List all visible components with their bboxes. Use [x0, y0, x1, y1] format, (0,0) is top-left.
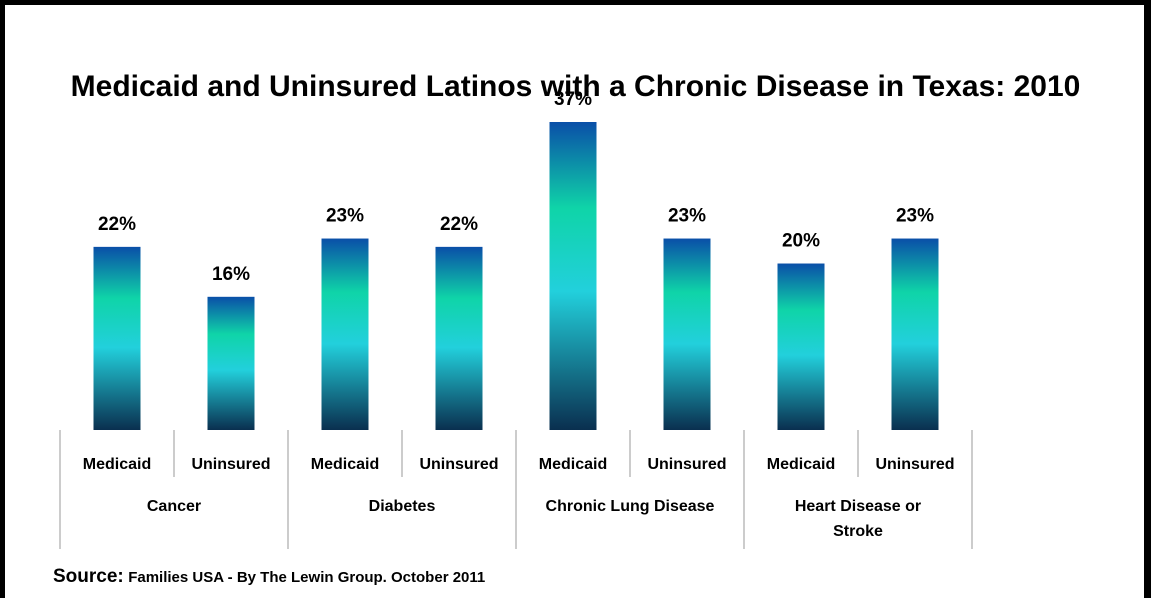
- value-label: 20%: [782, 231, 820, 252]
- value-label: 22%: [440, 214, 478, 235]
- bar-medicaid-4: [777, 263, 825, 430]
- category-label: Medicaid: [539, 456, 607, 473]
- chart-title: Medicaid and Uninsured Latinos with a Ch…: [70, 70, 1081, 103]
- source-separator: :: [117, 566, 124, 587]
- category-label: Uninsured: [191, 456, 270, 473]
- value-label: 37%: [554, 89, 592, 110]
- bar-uninsured-3: [663, 238, 711, 430]
- category-label: Uninsured: [875, 456, 954, 473]
- group-label: Heart Disease or Stroke: [795, 498, 921, 540]
- value-label: 23%: [668, 206, 706, 227]
- group-label: Diabetes: [369, 498, 436, 515]
- category-label: Uninsured: [647, 456, 726, 473]
- category-label: Uninsured: [419, 456, 498, 473]
- bar-medicaid-3: [549, 122, 597, 430]
- group-label: Cancer: [147, 498, 201, 515]
- bar-uninsured-2: [435, 246, 483, 430]
- bar-uninsured-1: [207, 296, 255, 430]
- value-label: 23%: [896, 206, 934, 227]
- source-note: Source: Families USA - By The Lewin Grou…: [53, 566, 485, 588]
- value-label: 22%: [98, 214, 136, 235]
- category-label: Medicaid: [767, 456, 835, 473]
- source-text: Families USA - By The Lewin Group. Octob…: [128, 569, 486, 586]
- value-label: 16%: [212, 264, 250, 285]
- category-label: Medicaid: [311, 456, 379, 473]
- bar-medicaid-2: [321, 238, 369, 430]
- source-label: Source: [53, 566, 118, 587]
- category-label: Medicaid: [83, 456, 151, 473]
- bar-medicaid-1: [93, 246, 141, 430]
- group-label: Chronic Lung Disease: [546, 498, 715, 515]
- bar-uninsured-4: [891, 238, 939, 430]
- value-label: 23%: [326, 206, 364, 227]
